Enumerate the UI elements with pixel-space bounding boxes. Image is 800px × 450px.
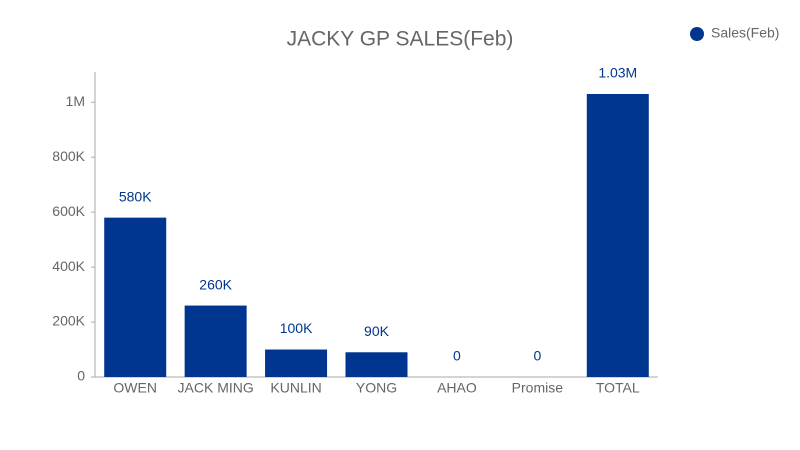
- bar: [265, 349, 328, 377]
- value-label: 0: [453, 348, 461, 364]
- value-label: 1.03M: [598, 65, 637, 81]
- bar: [184, 305, 247, 377]
- y-tick-label: 0: [77, 368, 85, 384]
- bar: [345, 352, 408, 377]
- x-tick-label: KUNLIN: [270, 380, 321, 396]
- y-tick-label: 400K: [52, 258, 85, 274]
- bar: [586, 93, 649, 377]
- value-label: 90K: [364, 323, 390, 339]
- y-tick-label: 1M: [66, 93, 85, 109]
- legend-label: Sales(Feb): [711, 25, 779, 41]
- x-tick-label: Promise: [512, 380, 564, 396]
- y-tick-label: 200K: [52, 313, 85, 329]
- value-label: 580K: [119, 188, 152, 204]
- value-label: 0: [533, 348, 541, 364]
- x-tick-label: YONG: [356, 380, 397, 396]
- y-tick-label: 800K: [52, 148, 85, 164]
- y-tick-label: 600K: [52, 203, 85, 219]
- x-tick-label: JACK MING: [178, 380, 254, 396]
- x-tick-label: AHAO: [437, 380, 477, 396]
- chart-title: JACKY GP SALES(Feb): [287, 28, 514, 51]
- legend-marker: [690, 27, 704, 41]
- value-label: 260K: [199, 276, 232, 292]
- x-tick-label: TOTAL: [596, 380, 640, 396]
- x-tick-label: OWEN: [113, 380, 157, 396]
- value-label: 100K: [280, 320, 313, 336]
- bar: [104, 217, 167, 377]
